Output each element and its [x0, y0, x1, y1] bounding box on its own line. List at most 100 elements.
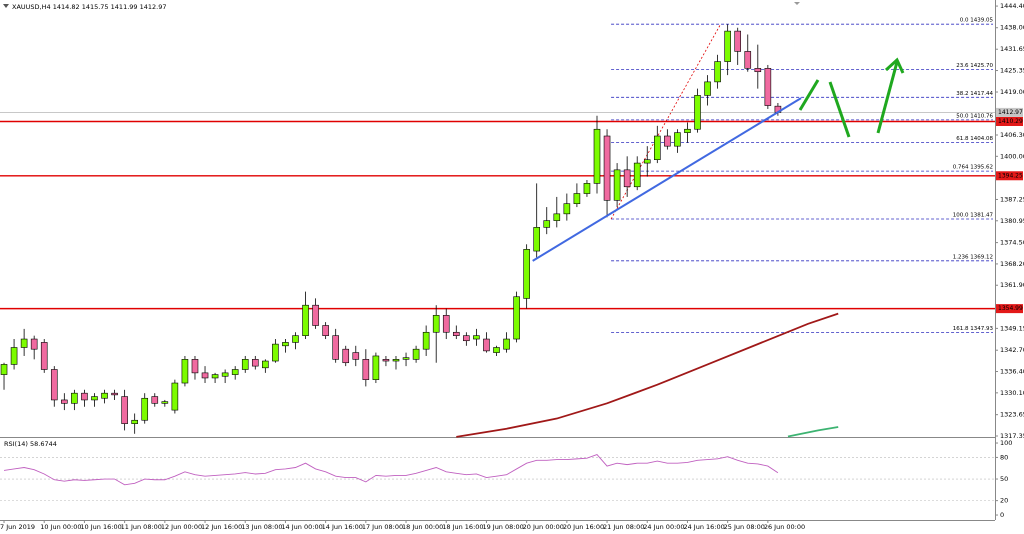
arrow-head: [884, 57, 905, 74]
candle-body: [643, 159, 651, 164]
fib-label: 161.8 1347.93: [953, 326, 994, 332]
candle-body: [694, 95, 701, 130]
y-tick-label: 1317.35: [1000, 432, 1024, 440]
candle-body: [231, 369, 239, 375]
candle-body: [161, 401, 169, 404]
y-tick-label: 1361.90: [1000, 281, 1024, 289]
candle-body: [40, 342, 48, 370]
candle-body: [744, 51, 752, 69]
candle-body: [131, 419, 138, 424]
candle-body: [543, 220, 551, 228]
x-tick-label: 18 Jun 16:00: [442, 523, 483, 531]
candle-body: [91, 396, 98, 401]
rsi-tick-label: 20: [1000, 497, 1008, 505]
trendline: [532, 97, 802, 262]
x-tick-label: 18 Jun 00:00: [402, 523, 443, 531]
fib-label: 23.6 1425.70: [956, 63, 993, 69]
candle-body: [81, 392, 88, 401]
candle-body: [623, 169, 631, 188]
price-box: [996, 107, 1023, 117]
candle-body: [583, 183, 591, 194]
x-tick-label: 24 Jun 00:00: [643, 523, 684, 531]
candle-body: [312, 304, 319, 326]
header-low: 1411.99: [111, 3, 138, 11]
rsi-value: 58.6744: [30, 440, 57, 448]
symbol: XAUUSD,H4: [12, 3, 51, 11]
x-tick-label: 20 Jun 16:00: [563, 523, 604, 531]
y-tick-label: 1419.00: [1000, 88, 1024, 96]
header-close: 1412.97: [140, 3, 167, 11]
x-tick-label: 12 Jun 16:00: [201, 523, 242, 531]
candle-body: [362, 359, 370, 380]
y-tick-label: 1438.00: [1000, 24, 1024, 32]
candle-body: [322, 325, 329, 336]
rsi-tick-label: 80: [1000, 453, 1008, 461]
candle-body: [553, 213, 561, 221]
candle-body: [0, 364, 8, 375]
x-tick-label: 10 Jun 00:00: [40, 523, 81, 531]
candle-body: [724, 30, 731, 62]
candle-body: [633, 162, 641, 188]
candle-body: [483, 338, 490, 352]
y-tick-label: 1342.70: [1000, 346, 1024, 354]
candle-body: [533, 227, 540, 252]
candle-body: [332, 335, 339, 360]
candle-body: [432, 315, 440, 333]
x-tick-label: 13 Jun 08:00: [241, 523, 282, 531]
y-tick-label: 1400.00: [1000, 152, 1024, 160]
y-tick-label: 1425.35: [1000, 67, 1024, 75]
y-tick-label: 1349.15: [1000, 324, 1024, 332]
candle-body: [302, 304, 309, 336]
fib-label: 1.236 1369.12: [953, 254, 993, 260]
candle-body: [734, 30, 742, 52]
x-tick-label: 11 Jun 08:00: [121, 523, 162, 531]
moving-average: [787, 426, 839, 438]
price-box-label: 1412.97: [998, 109, 1023, 116]
price-box-label: 1410.29: [998, 118, 1023, 125]
candle-body: [221, 372, 229, 377]
x-tick-label: 21 Jun 08:00: [603, 523, 644, 531]
candle-body: [171, 382, 179, 411]
candle-body: [30, 338, 38, 350]
arrow: [876, 61, 899, 134]
candle-body: [211, 374, 219, 379]
x-tick-label: 7 Jun 2019: [0, 523, 35, 531]
rsi-line: [3, 454, 779, 486]
header-high: 1415.75: [82, 3, 109, 11]
candle-body: [563, 203, 571, 215]
candle-body: [603, 135, 611, 201]
x-tick-label: 20 Jun 00:00: [523, 523, 564, 531]
y-tick-label: 1368.20: [1000, 260, 1024, 268]
x-tick-label: 14 Jun 00:00: [281, 523, 322, 531]
candle-body: [493, 347, 500, 353]
candle-body: [151, 396, 159, 404]
candle-body: [714, 61, 721, 83]
rsi-header: RSI(14) 58.6744: [4, 440, 57, 448]
candle-body: [392, 359, 400, 362]
candle-body: [181, 359, 189, 384]
candle-body: [372, 355, 380, 380]
x-tick-label: 24 Jun 16:00: [683, 523, 724, 531]
x-tick-label: 26 Jun 00:00: [764, 523, 805, 531]
price-box: [996, 304, 1023, 314]
candle-body: [191, 359, 199, 374]
candle-body: [402, 357, 410, 360]
candle-body: [452, 331, 460, 336]
candle-body: [463, 335, 470, 342]
candle-body: [473, 335, 480, 340]
candle-body: [513, 296, 520, 340]
candle-body: [503, 338, 510, 350]
price-box: [996, 171, 1023, 181]
chart-header: XAUUSD,H4 1414.82 1415.75 1411.99 1412.9…: [12, 3, 167, 11]
candle-body: [141, 397, 149, 421]
candle-body: [111, 392, 118, 396]
fib-label: 0.0 1439.05: [960, 18, 994, 24]
fib-label: 50.0 1410.76: [956, 113, 993, 119]
y-tick-label: 1406.30: [1000, 131, 1024, 139]
menu-icon: [3, 4, 9, 8]
fib-label: 38.2 1417.44: [956, 91, 993, 97]
rsi-tick-label: 0: [1000, 511, 1004, 519]
candle-body: [664, 135, 671, 147]
candle-body: [523, 249, 530, 299]
